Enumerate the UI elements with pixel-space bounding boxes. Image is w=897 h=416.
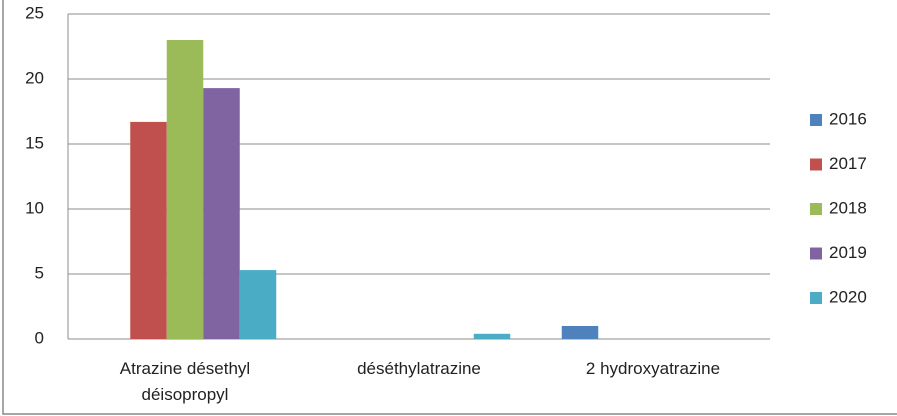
- legend-swatch: [810, 158, 822, 171]
- y-tick-label: 25: [25, 3, 44, 22]
- bar: [473, 333, 511, 339]
- bar: [239, 270, 277, 339]
- legend-swatch: [810, 114, 822, 126]
- bar: [166, 40, 204, 339]
- y-tick-label: 15: [25, 133, 44, 152]
- legend-swatch: [810, 203, 822, 215]
- legend-label: 2017: [829, 154, 867, 173]
- legend-label: 2018: [829, 198, 867, 217]
- bar: [130, 121, 167, 340]
- bar: [561, 326, 599, 339]
- x-tick-label: 2 hydroxyatrazine: [585, 359, 721, 378]
- x-tick-label: Atrazine désethyl déisopropyl: [119, 359, 251, 404]
- y-tick-label: 20: [25, 68, 44, 87]
- bar: [203, 88, 240, 339]
- legend-swatch: [810, 247, 822, 260]
- legend-label: 2019: [829, 243, 867, 262]
- y-tick-label: 0: [35, 328, 44, 347]
- legend-label: 2020: [829, 287, 867, 306]
- y-tick-label: 5: [35, 263, 44, 282]
- legend-swatch: [810, 292, 822, 304]
- x-tick-label: déséthylatrazine: [357, 359, 481, 378]
- legend-label: 2016: [829, 109, 867, 128]
- y-tick-label: 10: [25, 198, 44, 217]
